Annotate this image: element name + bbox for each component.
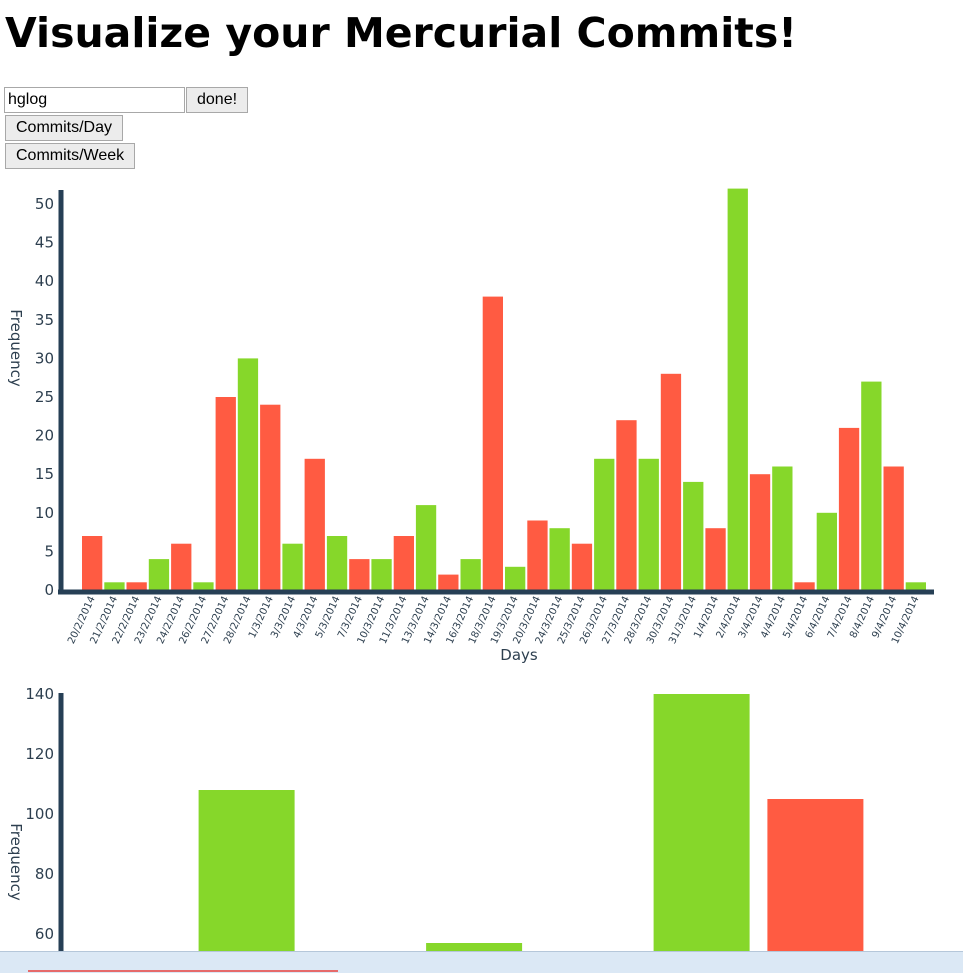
day-bar xyxy=(371,559,392,590)
day-bar xyxy=(215,397,236,590)
day-bar xyxy=(660,373,682,590)
day-bar xyxy=(171,543,192,590)
day-bar xyxy=(415,505,437,590)
week-y-tick-label: 80 xyxy=(35,865,54,883)
day-bar xyxy=(816,512,837,590)
day-bar xyxy=(638,458,659,590)
day-bar xyxy=(282,543,303,590)
day-bar xyxy=(883,466,904,590)
day-y-tick-label: 5 xyxy=(44,542,54,560)
day-bar xyxy=(527,520,548,590)
week-y-tick-label: 140 xyxy=(25,685,54,703)
day-y-ticks: 0 5 10 15 20 25 30 35 40 45 50 xyxy=(35,195,54,599)
week-y-axis-title: Frequency xyxy=(7,823,25,901)
log-input[interactable] xyxy=(4,87,185,113)
day-bars xyxy=(82,188,926,590)
week-y-ticks: 60 80 100 120 140 xyxy=(25,685,54,943)
day-bar xyxy=(794,582,815,590)
day-bar xyxy=(326,536,348,590)
status-bar-accent xyxy=(28,970,338,972)
day-bar xyxy=(126,582,147,590)
day-bar xyxy=(571,543,593,590)
day-bar xyxy=(772,466,793,590)
day-bar xyxy=(304,458,325,590)
week-bar xyxy=(198,790,295,951)
day-y-tick-label: 20 xyxy=(35,427,54,445)
day-bar xyxy=(260,404,281,590)
day-bar xyxy=(905,582,926,590)
day-bar xyxy=(104,582,125,590)
status-bar xyxy=(0,951,963,973)
day-y-tick-label: 35 xyxy=(35,311,54,329)
day-bar xyxy=(393,536,414,590)
commits-per-day-button[interactable]: Commits/Day xyxy=(5,115,124,141)
day-y-tick-label: 15 xyxy=(35,465,54,483)
day-bar xyxy=(82,536,103,590)
day-y-tick-label: 45 xyxy=(35,234,54,252)
day-bar xyxy=(349,559,370,590)
day-bar xyxy=(838,427,860,590)
page-title: Visualize your Mercurial Commits! xyxy=(5,9,797,57)
day-bar xyxy=(482,296,503,590)
day-bar xyxy=(727,188,748,590)
day-y-tick-label: 50 xyxy=(35,195,54,213)
week-y-tick-label: 60 xyxy=(35,925,54,943)
day-bar xyxy=(438,574,459,590)
day-y-tick-label: 40 xyxy=(35,272,54,290)
week-bars xyxy=(198,694,864,951)
day-bar xyxy=(505,566,526,590)
day-bar xyxy=(683,481,704,590)
day-bar xyxy=(549,528,570,590)
week-bar xyxy=(426,943,523,951)
done-button[interactable]: done! xyxy=(186,87,249,113)
commits-per-week-button[interactable]: Commits/Week xyxy=(5,143,136,169)
week-y-tick-label: 100 xyxy=(25,805,54,823)
week-y-tick-label: 120 xyxy=(25,745,54,763)
day-x-ticks: 20/2/201421/2/201422/2/201423/2/201424/2… xyxy=(66,595,921,646)
day-bar xyxy=(594,458,615,590)
day-y-tick-label: 0 xyxy=(44,581,54,599)
day-bar xyxy=(237,358,259,590)
week-bar xyxy=(767,799,864,951)
day-bar xyxy=(705,528,726,590)
day-bar xyxy=(749,474,771,590)
day-y-axis-title: Frequency xyxy=(7,309,25,387)
week-bar xyxy=(653,694,750,951)
commits-per-day-chart: 0 5 10 15 20 25 30 35 40 45 50 20/2/201421/2/20142… xyxy=(7,188,934,664)
day-y-tick-label: 10 xyxy=(35,504,54,522)
day-x-axis-title: Days xyxy=(500,646,538,664)
day-bar xyxy=(460,559,481,590)
day-bar xyxy=(861,381,882,590)
day-y-tick-label: 25 xyxy=(35,388,54,406)
controls-panel: done! Commits/Day Commits/Week xyxy=(4,87,249,171)
day-bar xyxy=(148,559,170,590)
commits-per-week-chart: 60 80 100 120 140 Frequency xyxy=(7,685,864,951)
day-bar xyxy=(616,420,637,590)
day-y-tick-label: 30 xyxy=(35,349,54,367)
day-bar xyxy=(193,582,214,590)
